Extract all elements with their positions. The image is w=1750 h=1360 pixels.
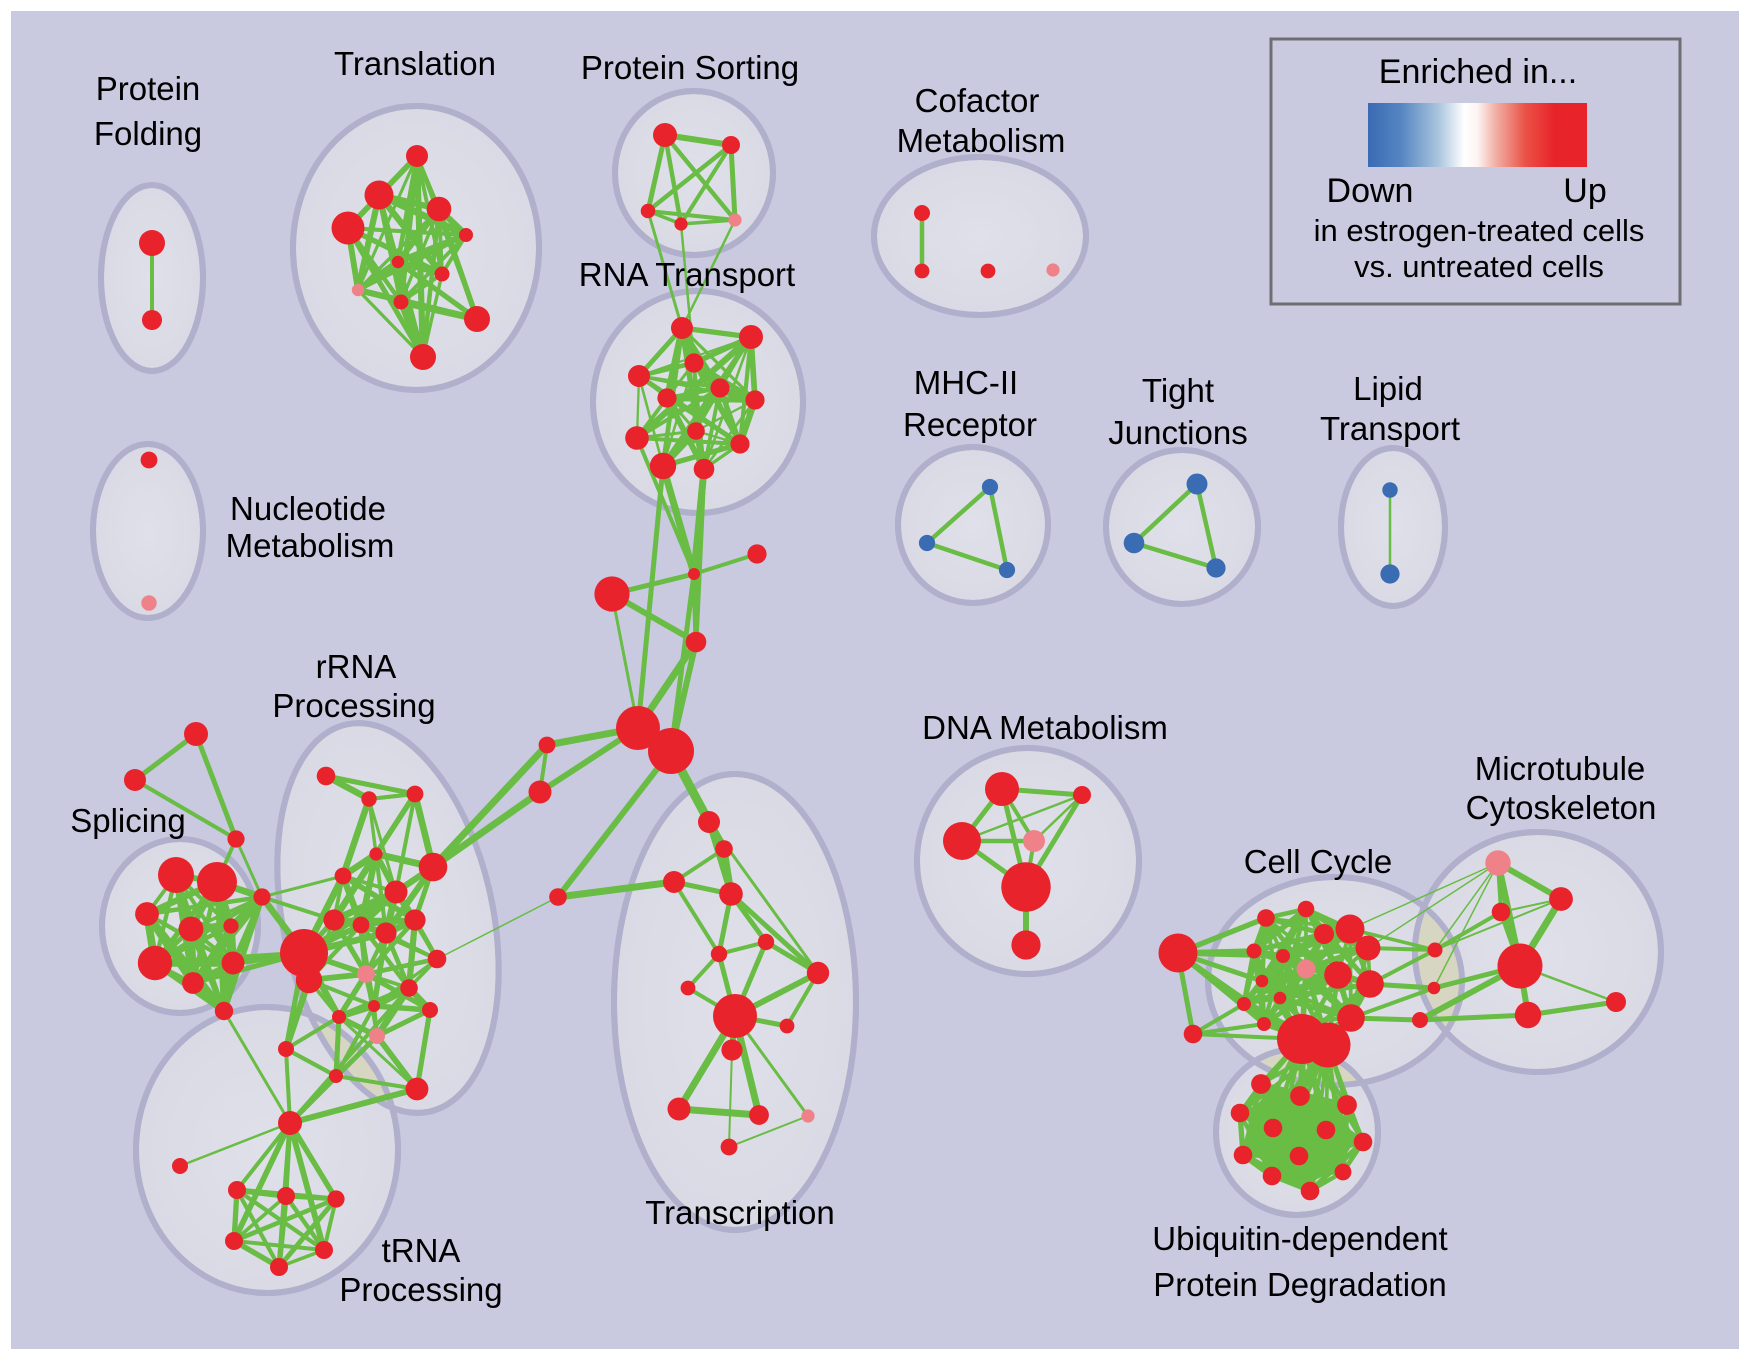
svg-text:Tight: Tight (1142, 372, 1214, 409)
svg-text:Processing: Processing (339, 1271, 502, 1308)
svg-text:Processing: Processing (272, 687, 435, 724)
svg-text:Metabolism: Metabolism (897, 122, 1066, 159)
svg-text:Cell Cycle: Cell Cycle (1244, 843, 1393, 880)
svg-text:Up: Up (1563, 172, 1606, 210)
svg-text:tRNA: tRNA (382, 1232, 461, 1269)
svg-text:Transport: Transport (1320, 410, 1460, 447)
svg-text:Ubiquitin-dependent: Ubiquitin-dependent (1152, 1220, 1447, 1257)
svg-text:Splicing: Splicing (70, 802, 186, 839)
svg-text:Cytoskeleton: Cytoskeleton (1466, 789, 1657, 826)
svg-text:Protein Sorting: Protein Sorting (581, 49, 799, 86)
svg-text:DNA Metabolism: DNA Metabolism (922, 709, 1168, 746)
svg-text:Protein: Protein (96, 70, 201, 107)
svg-text:Receptor: Receptor (903, 406, 1037, 443)
svg-text:RNA Transport: RNA Transport (579, 256, 795, 293)
svg-text:rRNA: rRNA (316, 648, 397, 685)
svg-text:Transcription: Transcription (645, 1194, 835, 1231)
svg-text:Nucleotide: Nucleotide (230, 490, 386, 527)
svg-text:MHC-II: MHC-II (914, 364, 1018, 401)
svg-text:in estrogen-treated cells: in estrogen-treated cells (1314, 213, 1645, 248)
svg-text:Protein Degradation: Protein Degradation (1153, 1266, 1447, 1303)
svg-text:Down: Down (1327, 172, 1414, 210)
svg-text:Cofactor: Cofactor (915, 82, 1040, 119)
svg-text:Translation: Translation (334, 45, 496, 82)
svg-text:Enriched in...: Enriched in... (1379, 53, 1577, 91)
svg-text:Microtubule: Microtubule (1475, 750, 1646, 787)
svg-text:Lipid: Lipid (1353, 370, 1423, 407)
svg-text:Folding: Folding (94, 115, 202, 152)
svg-text:Junctions: Junctions (1108, 414, 1247, 451)
svg-text:vs. untreated cells: vs. untreated cells (1354, 249, 1604, 284)
svg-text:Metabolism: Metabolism (226, 527, 395, 564)
